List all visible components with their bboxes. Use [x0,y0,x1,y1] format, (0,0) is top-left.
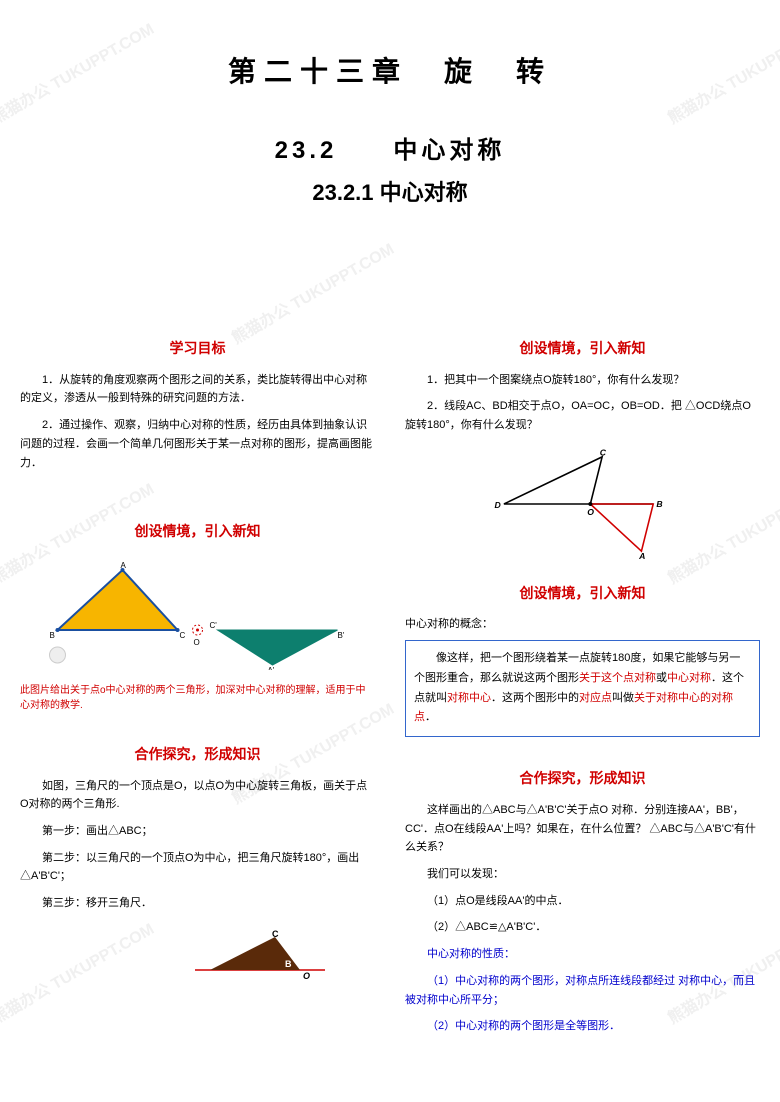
heading-goals: 学习目标 [20,337,375,361]
label-c: C [180,631,186,640]
goal-1: 1．从旋转的角度观察两个图形之间的关系，类比旋转得出中心对称的定义，渗透从一般到… [20,371,375,408]
goal-2: 2．通过操作、观察，归纳中心对称的性质，经历由具体到抽象认识问题的过程．会画一个… [20,416,375,472]
label-ap: A' [268,666,275,670]
two-triangles-diagram: A B C O B' C' A' [20,560,375,670]
property-1: （1）中心对称的两个图形，对称点所连线段都经过 对称中心，而且被对称中心所平分； [405,972,760,1009]
property-2: （2）中心对称的两个图形是全等图形． [405,1017,760,1036]
label-cp: C' [210,621,218,630]
step-2: 第二步：以三角尺的一个顶点O为中心，把三角尺旋转180°，画出△A'B'C'； [20,849,375,886]
diag1-a: A [638,551,645,559]
box-t2: 或 [656,672,667,684]
ocd-rotation-diagram: C D O B A [405,449,760,559]
definition-box: 像这样，把一个图形绕着某一点旋转180度，如果它能够与另一个图形重合，那么就说这… [405,640,760,737]
ruler-label-a: A [204,961,211,971]
finding-2: （2）△ABC≌△A'B'C'． [405,918,760,937]
subsection-title: 23.2.1 中心对称 [0,175,780,207]
right-column: 创设情境，引入新知 1．把其中一个图案绕点O旋转180°，你有什么发现？ 2．线… [405,327,760,1044]
box-r4: 对应点 [579,692,612,704]
explore-question: 这样画出的△ABC与△A'B'C'关于点O 对称．分别连接AA'，BB'，CC'… [405,801,760,857]
ruler-label-c: C [272,929,279,939]
label-bp: B' [338,631,345,640]
heading-explore-right: 合作探究，形成知识 [405,767,760,791]
box-r1: 关于这个点对称 [579,672,656,684]
heading-situation-left: 创设情境，引入新知 [20,520,375,544]
chapter-title: 第二十三章 旋 转 [0,50,780,90]
ruler-label-o: O [303,971,310,980]
properties-label: 中心对称的性质： [405,945,760,964]
step-3: 第三步：移开三角尺． [20,894,375,913]
document-header: 第二十三章 旋 转 23.2 中心对称 23.2.1 中心对称 [0,0,780,207]
step-1: 第一步：画出△ABC； [20,822,375,841]
section-title: 23.2 中心对称 [0,130,780,165]
box-r2: 中心对称 [667,672,711,684]
box-t6: ． [425,711,436,723]
ruler-label-b: B [285,959,292,969]
heading-situation-right-2: 创设情境，引入新知 [405,582,760,606]
box-r3: 对称中心 [447,692,491,704]
diag1-d: D [495,500,501,510]
finding-1: （1）点O是线段AA'的中点． [405,892,760,911]
question-2: 2．线段AC、BD相交于点O，OA=OC，OB=OD．把 △OCD绕点O旋转18… [405,397,760,434]
diag1-b: B [656,499,662,509]
concept-label: 中心对称的概念： [405,615,760,634]
explore-intro: 如图，三角尺的一个顶点是O，以点O为中心旋转三角板，画关于点O对称的两个三角形. [20,777,375,814]
heading-situation-right: 创设情境，引入新知 [405,337,760,361]
diag1-c: C [600,449,607,457]
heading-explore-left: 合作探究，形成知识 [20,743,375,767]
findings-label: 我们可以发现： [405,865,760,884]
label-b: B [50,631,55,640]
box-t4: ．这两个图形中的 [491,692,579,704]
label-a: A [121,561,127,570]
diagram-caption: 此图片给出关于点o中心对称的两个三角形，加深对中心对称的理解，适用于中心对称的教… [20,683,375,713]
diag1-o: O [587,507,594,517]
left-column: 学习目标 1．从旋转的角度观察两个图形之间的关系，类比旋转得出中心对称的定义，渗… [20,327,375,1044]
question-1: 1．把其中一个图案绕点O旋转180°，你有什么发现？ [405,371,760,390]
triangle-ruler-diagram: A B C O [190,925,330,980]
label-o: O [194,638,200,647]
box-t5: 叫做 [612,692,634,704]
